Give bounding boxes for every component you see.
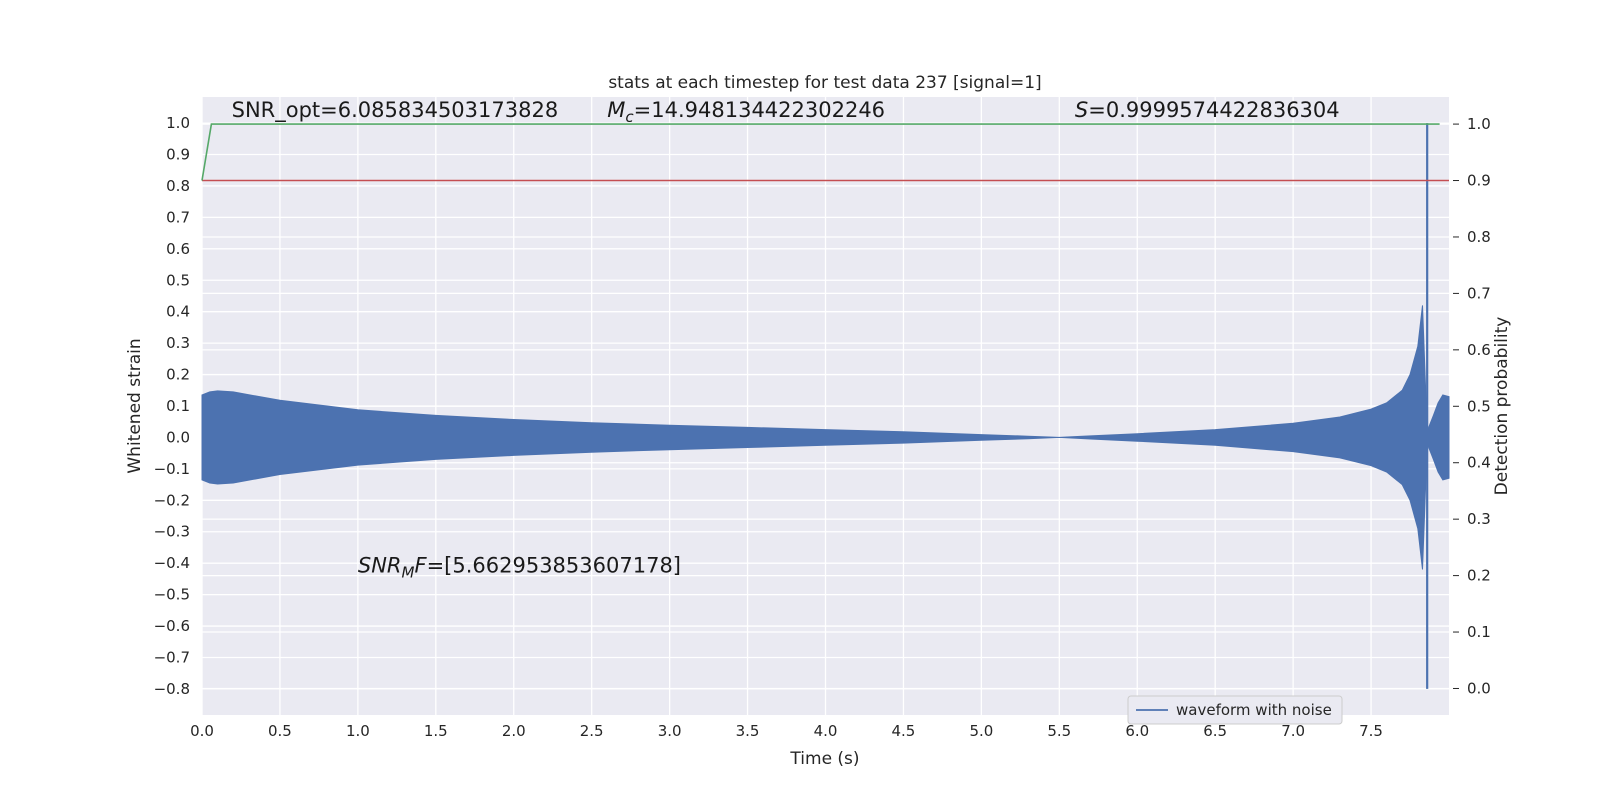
x-tick-label: 1.5 bbox=[424, 722, 448, 740]
y-tick-label: −0.2 bbox=[154, 491, 190, 509]
y-tick-label: −0.7 bbox=[154, 648, 190, 666]
x-tick-label: 4.0 bbox=[814, 722, 838, 740]
x-tick-label: 7.0 bbox=[1281, 722, 1305, 740]
x-tick-label: 0.0 bbox=[190, 722, 214, 740]
x-tick-label: 3.5 bbox=[736, 722, 760, 740]
y-tick-label: 0.8 bbox=[166, 177, 190, 195]
annotations: SNR_opt=6.085834503173828 Mc=14.948134422… bbox=[232, 98, 1340, 582]
y2-tick-label: 0.2 bbox=[1467, 567, 1491, 585]
y-tick-labels: 1.0 0.9 0.8 0.7 0.6 0.5 0.4 0.3 0.2 0.1 0.0 −0.1 −0.… bbox=[154, 114, 190, 698]
y-tick-label: −0.3 bbox=[154, 523, 190, 541]
y2-tick-label: 0.8 bbox=[1467, 228, 1491, 246]
y2-tick-label: 0.4 bbox=[1467, 454, 1491, 472]
x-tick-label: 2.5 bbox=[580, 722, 604, 740]
annotation-stat-s: S=0.9999574422836304 bbox=[1075, 98, 1340, 122]
y-tick-label: 0.5 bbox=[166, 271, 190, 289]
y-tick-label: 0.3 bbox=[166, 334, 190, 352]
x-tick-label: 5.0 bbox=[969, 722, 993, 740]
waveform-band bbox=[201, 305, 1450, 570]
y-axis-label: Whitened strain bbox=[125, 338, 145, 473]
x-axis-label: Time (s) bbox=[789, 749, 859, 769]
y2-tick-label: 0.1 bbox=[1467, 623, 1491, 641]
x-tick-label: 4.5 bbox=[892, 722, 916, 740]
y-tick-label: 0.7 bbox=[166, 208, 190, 226]
y-tick-label: 0.6 bbox=[166, 240, 190, 258]
x-tick-labels: 0.0 0.5 1.0 1.5 2.0 2.5 3.0 3.5 4.0 4.5 5.0 5.5 6.0 6… bbox=[190, 722, 1383, 740]
x-tick-label: 5.5 bbox=[1047, 722, 1071, 740]
y2-tick-label: 0.5 bbox=[1467, 397, 1491, 415]
x-tick-label: 6.0 bbox=[1125, 722, 1149, 740]
y2-tick-label: 0.9 bbox=[1467, 172, 1491, 190]
y-tick-label: −0.4 bbox=[154, 554, 190, 572]
y-tick-label: −0.5 bbox=[154, 586, 190, 604]
x-tick-label: 1.0 bbox=[346, 722, 370, 740]
chart-title: stats at each timestep for test data 237… bbox=[608, 73, 1041, 93]
y2-tick-label: 0.7 bbox=[1467, 284, 1491, 302]
annotation-chirp-mass: Mc=14.948134422302246 bbox=[607, 98, 885, 126]
legend-box bbox=[1127, 695, 1343, 725]
x-tick-label: 3.0 bbox=[658, 722, 682, 740]
y-tick-label: 0.9 bbox=[166, 146, 190, 164]
y-tick-label: −0.8 bbox=[154, 680, 190, 698]
x-tick-label: 0.5 bbox=[268, 722, 292, 740]
y-tick-label: −0.6 bbox=[154, 617, 190, 635]
y2-tick-label: 0.3 bbox=[1467, 510, 1491, 528]
y-tick-label: 0.0 bbox=[166, 428, 190, 446]
y2-tick-labels: 1.0 0.9 0.8 0.7 0.6 0.5 0.4 0.3 0.2 0.1 0.0 bbox=[1453, 115, 1491, 697]
detection-probability-line bbox=[201, 123, 1440, 181]
y2-tick-label: 0.6 bbox=[1467, 341, 1491, 359]
y2-axis-label: Detection probability bbox=[1492, 317, 1512, 496]
x-tick-label: 6.5 bbox=[1203, 722, 1227, 740]
y2-tick-label: 1.0 bbox=[1467, 115, 1491, 133]
y2-tick-label: 0.0 bbox=[1467, 679, 1491, 697]
y-tick-label: 0.1 bbox=[166, 397, 190, 415]
legend: waveform with noise bbox=[1127, 695, 1343, 725]
annotation-snr-opt: SNR_opt=6.085834503173828 bbox=[232, 98, 559, 123]
x-tick-label: 2.0 bbox=[502, 722, 526, 740]
series-layer bbox=[201, 123, 1450, 689]
y-tick-label: 1.0 bbox=[166, 114, 190, 132]
annotation-snr-mf: SNRMF=[5.662953853607178] bbox=[358, 554, 681, 582]
x-tick-label: 7.5 bbox=[1359, 722, 1383, 740]
y-tick-label: −0.1 bbox=[154, 460, 190, 478]
y-tick-label: 0.2 bbox=[166, 366, 190, 384]
y-tick-label: 0.4 bbox=[166, 303, 190, 321]
legend-label-waveform: waveform with noise bbox=[1176, 701, 1332, 719]
